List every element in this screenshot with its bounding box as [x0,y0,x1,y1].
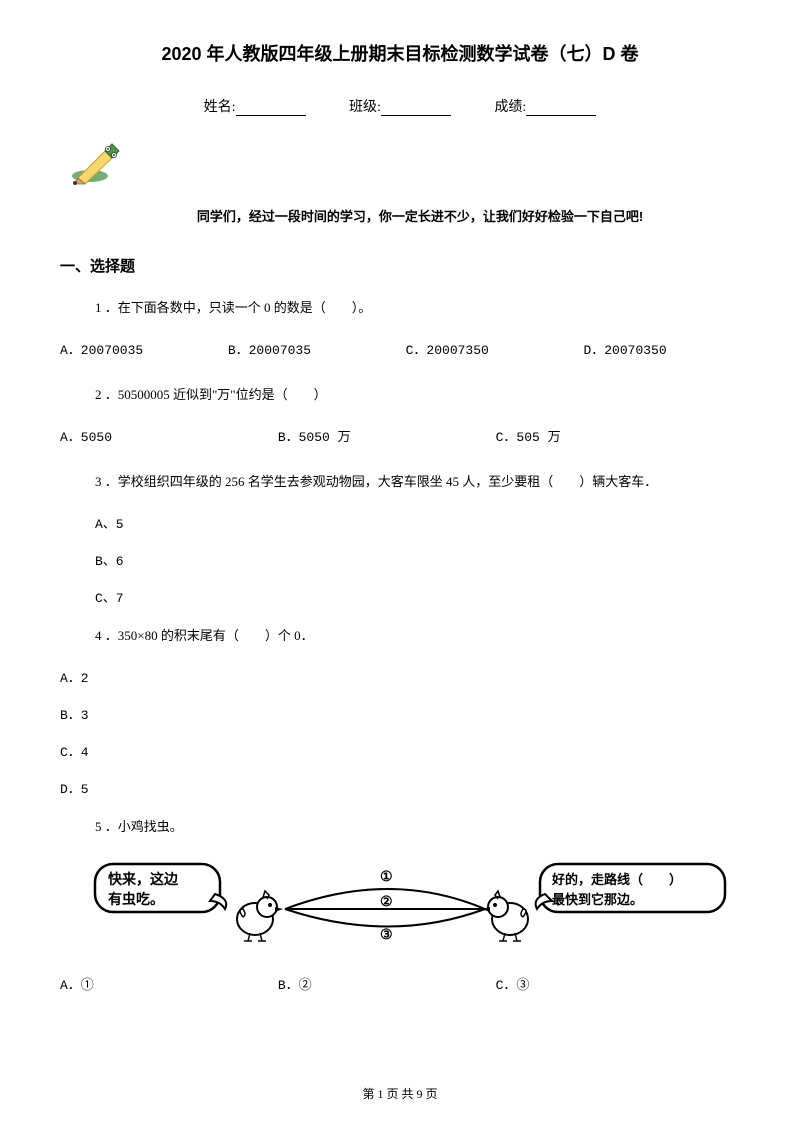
q1-option-b[interactable]: B．20007035 [228,339,398,362]
q4-option-a[interactable]: A．2 [60,667,740,686]
q2-options: A．5050 B．5050 万 C．505 万 [60,426,740,449]
q1-option-d[interactable]: D．20070350 [583,339,666,362]
bubble-right-line2: 最快到它那边。 [552,892,643,907]
q5-options: A．① B．② C．③ [60,974,740,997]
q4-text: 4 ．350×80 的积末尾有（ ）个 0． [60,624,740,647]
q5-option-a[interactable]: A．① [60,974,270,997]
page-footer: 第 1 页 共 9 页 [0,1085,800,1102]
q5-option-b[interactable]: B．② [278,974,488,997]
section-1-title: 一、选择题 [60,255,740,276]
score-blank[interactable] [526,102,596,116]
intro-text: 同学们，经过一段时间的学习，你一定长进不少，让我们好好检验一下自己吧! [100,206,740,225]
q2-option-a[interactable]: A．5050 [60,426,270,449]
path-label-2: ② [380,895,393,910]
path-label-3: ③ [380,928,393,943]
q5-text: 5 ．小鸡找虫。 [60,815,740,838]
q2-text: 2 ．50500005 近似到"万"位约是（ ） [60,383,740,406]
q1-options: A．20070035 B．20007035 C．20007350 D．20070… [60,339,740,362]
q3-option-c[interactable]: C、7 [60,587,740,606]
class-blank[interactable] [381,102,451,116]
class-label: 班级: [349,100,381,115]
path-label-1: ① [380,870,393,885]
score-label: 成绩: [494,100,526,115]
q1-text: 1 ．在下面各数中，只读一个 0 的数是（ ）。 [60,296,740,319]
q4-option-c[interactable]: C．4 [60,741,740,760]
q3-option-a[interactable]: A、5 [60,513,740,532]
bubble-left-line2: 有虫吃。 [108,891,164,908]
q5-option-c[interactable]: C．③ [496,974,530,997]
q5-illustration: 快来，这边 有虫吃。 ① ② ③ [90,859,740,954]
name-blank[interactable] [236,102,306,116]
q2-option-b[interactable]: B．5050 万 [278,426,488,449]
q2-option-c[interactable]: C．505 万 [496,426,561,449]
q1-option-c[interactable]: C．20007350 [406,339,576,362]
q4-option-d[interactable]: D．5 [60,778,740,797]
name-label: 姓名: [204,100,236,115]
bubble-left-line1: 快来，这边 [108,871,179,888]
pencil-icon [70,136,740,191]
bubble-right-line1: 好的，走路线（ ） [551,872,682,887]
student-info-line: 姓名: 班级: 成绩: [60,96,740,116]
page-title: 2020 年人教版四年级上册期末目标检测数学试卷（七）D 卷 [60,40,740,66]
q3-option-b[interactable]: B、6 [60,550,740,569]
q4-option-b[interactable]: B．3 [60,704,740,723]
q1-option-a[interactable]: A．20070035 [60,339,220,362]
q3-text: 3 ．学校组织四年级的 256 名学生去参观动物园，大客车限坐 45 人，至少要… [60,470,740,493]
